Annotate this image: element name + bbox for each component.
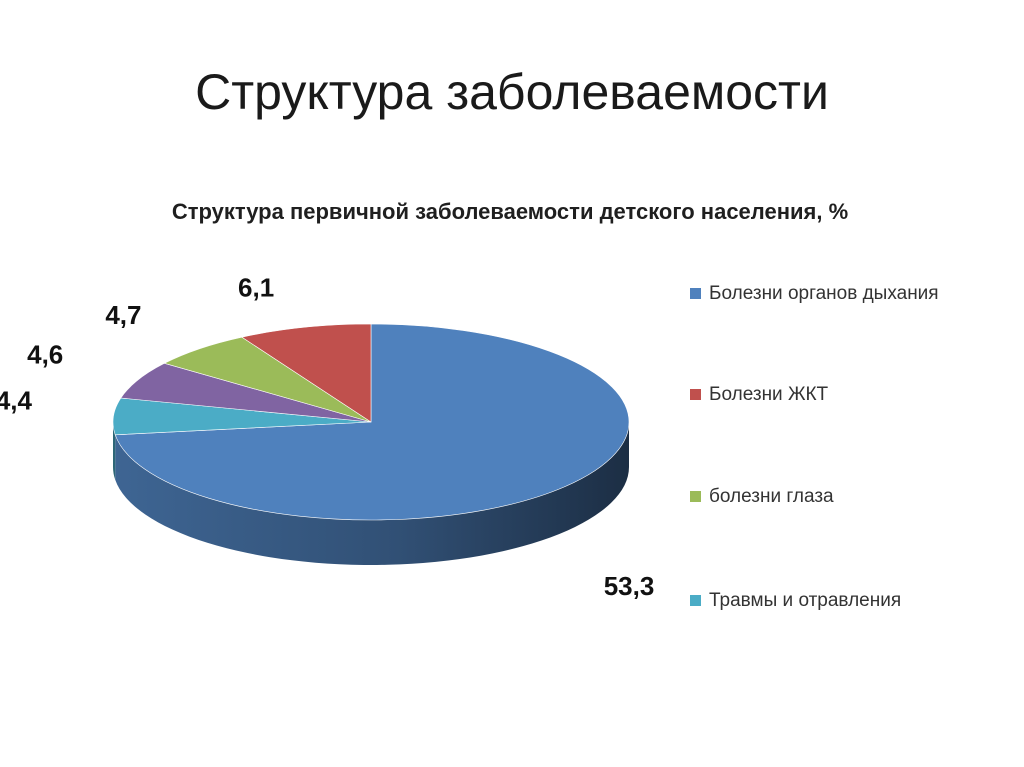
pie-top-faces (112, 323, 630, 521)
legend-swatch-injury (690, 595, 701, 606)
legend-item-eye: болезни глаза (690, 484, 969, 510)
legend-swatch-respiratory (690, 288, 701, 299)
pie-data-labels: 53,3 4,4 4,6 4,7 6,1 (0, 273, 654, 601)
slide-title: Структура заболеваемости (195, 64, 829, 120)
pie-side-травмы-и-отравления (113, 422, 116, 480)
data-label-4-6: 4,6 (27, 339, 63, 369)
data-label-болезни-органов-дыхания: 53,3 (604, 571, 655, 601)
legend-label-gi: Болезни ЖКТ (709, 384, 829, 405)
legend-item-respiratory: Болезни органов дыхания (690, 281, 969, 307)
legend-item-injury: Травмы и отравления (690, 588, 969, 614)
data-label-болезни-жкт: 6,1 (238, 273, 274, 303)
data-label-травмы-и-отравления: 4,4 (0, 386, 33, 416)
legend-label-respiratory: Болезни органов дыхания (709, 283, 939, 304)
data-label-болезни-глаза: 4,7 (105, 300, 141, 330)
legend-swatch-gi (690, 389, 701, 400)
legend-item-gi: Болезни ЖКТ (690, 382, 969, 408)
legend-swatch-eye (690, 491, 701, 502)
legend-label-eye: болезни глаза (709, 486, 834, 507)
pie-slice-болезни-органов-дыхания (114, 323, 630, 521)
chart-title: Структура первичной заболеваемости детск… (171, 199, 849, 224)
pie-side-walls (113, 422, 629, 565)
legend-label-injury: Травмы и отравления (709, 590, 902, 611)
pie-slice-болезни-жкт (241, 323, 372, 423)
pie-side-болезни-органов-дыхания (115, 422, 629, 565)
